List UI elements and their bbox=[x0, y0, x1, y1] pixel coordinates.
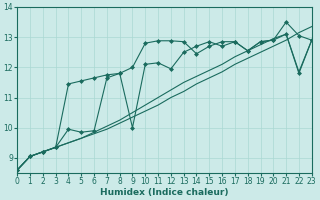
X-axis label: Humidex (Indice chaleur): Humidex (Indice chaleur) bbox=[100, 188, 229, 197]
